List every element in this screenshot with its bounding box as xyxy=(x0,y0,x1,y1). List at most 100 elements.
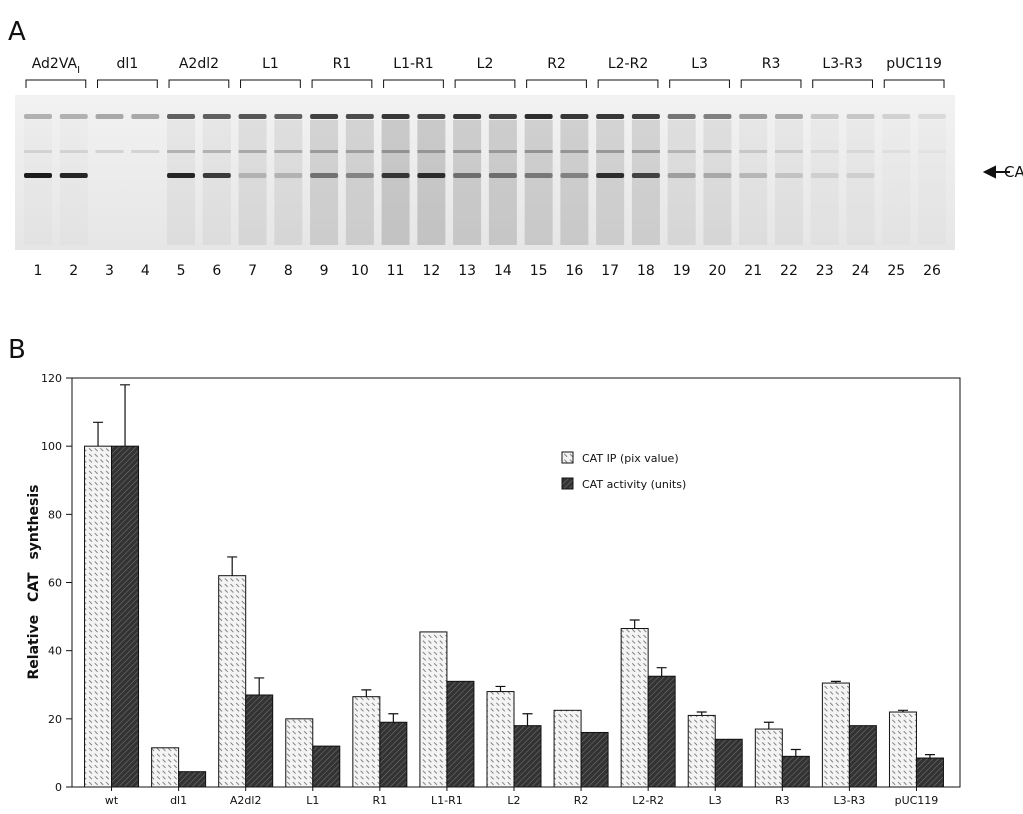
lane-number: 21 xyxy=(744,263,762,279)
gel-band xyxy=(596,173,624,178)
bracket xyxy=(813,80,873,88)
lane-number: 17 xyxy=(601,263,619,279)
gel-band xyxy=(882,114,910,119)
gel-band xyxy=(167,114,195,119)
lane-group-label: L3 xyxy=(691,56,708,72)
lane-group-label: dl1 xyxy=(117,56,139,72)
lane-group-label: A2dl2 xyxy=(179,56,219,72)
gel-band xyxy=(274,150,302,153)
lane-number: 12 xyxy=(422,263,440,279)
lane-number: 4 xyxy=(141,263,150,279)
gel-band xyxy=(417,150,445,153)
gel-band xyxy=(632,150,660,153)
gel-band xyxy=(203,173,231,178)
gel-band xyxy=(453,150,481,153)
gel-band xyxy=(310,173,338,178)
gel-band xyxy=(382,114,410,119)
gel-band xyxy=(811,173,839,178)
bracket xyxy=(384,80,444,88)
bar xyxy=(755,729,782,787)
gel-band xyxy=(131,150,159,153)
x-tick-label: pUC119 xyxy=(895,794,939,807)
gel-smear xyxy=(382,120,410,245)
bar xyxy=(246,695,273,787)
gel-smear xyxy=(525,120,553,245)
gel-band xyxy=(596,114,624,119)
gel-band xyxy=(668,173,696,178)
error-bar xyxy=(697,712,707,715)
gel-smear xyxy=(846,120,874,245)
gel-smear xyxy=(167,120,195,245)
error-bar xyxy=(657,668,667,677)
gel-smear xyxy=(453,120,481,245)
lane-number: 7 xyxy=(248,263,257,279)
lane-number: 16 xyxy=(565,263,583,279)
error-bar xyxy=(791,750,801,757)
lane-number: 15 xyxy=(530,263,548,279)
y-tick-label: 40 xyxy=(48,645,62,658)
gel-smear xyxy=(417,120,445,245)
bar xyxy=(286,719,313,787)
gel-band xyxy=(489,150,517,153)
lane-group-label: L2 xyxy=(477,56,494,72)
gel-band xyxy=(203,150,231,153)
y-tick-label: 80 xyxy=(48,508,62,521)
x-tick-label: R1 xyxy=(373,794,388,807)
lane-number: 22 xyxy=(780,263,798,279)
lane-number: 25 xyxy=(887,263,905,279)
lane-group-label: Ad2VAI xyxy=(32,56,80,76)
bar xyxy=(313,746,340,787)
gel-band xyxy=(60,150,88,153)
bar xyxy=(916,758,943,787)
label-text: L2 xyxy=(477,56,494,72)
gel-band xyxy=(846,114,874,119)
gel-band xyxy=(560,114,588,119)
gel-smear xyxy=(668,120,696,245)
gel-band xyxy=(382,173,410,178)
lane-group-label: R1 xyxy=(333,56,352,72)
gel-band xyxy=(489,114,517,119)
y-tick-label: 100 xyxy=(41,440,62,453)
gel-smear xyxy=(239,120,267,245)
label-text: L1 xyxy=(262,56,279,72)
label-text: R1 xyxy=(333,56,352,72)
error-bar xyxy=(496,686,506,691)
x-tick-label: L3-R3 xyxy=(834,794,866,807)
gel-smear xyxy=(632,120,660,245)
gel-band xyxy=(96,114,124,119)
lane-number: 18 xyxy=(637,263,655,279)
gel-band xyxy=(525,150,553,153)
bar xyxy=(889,712,916,787)
lane-number: 20 xyxy=(709,263,727,279)
bracket xyxy=(527,80,587,88)
lane-number: 8 xyxy=(284,263,293,279)
gel-band xyxy=(668,150,696,153)
gel-band xyxy=(60,114,88,119)
bracket xyxy=(598,80,658,88)
gel-band xyxy=(775,150,803,153)
marker-label: CAT xyxy=(1004,163,1023,181)
lane-number: 9 xyxy=(320,263,329,279)
gel-band xyxy=(525,114,553,119)
bracket xyxy=(455,80,515,88)
gel-band xyxy=(703,150,731,153)
lane-group-label: L1-R1 xyxy=(393,56,433,72)
gel-band xyxy=(382,150,410,153)
gel-smear xyxy=(918,120,946,245)
gel-band xyxy=(346,150,374,153)
gel-smear xyxy=(346,120,374,245)
gel-band xyxy=(668,114,696,119)
x-tick-label: R3 xyxy=(775,794,790,807)
gel-band xyxy=(346,173,374,178)
bar xyxy=(782,756,809,787)
lane-group-label: R2 xyxy=(547,56,566,72)
x-tick-label: L1 xyxy=(306,794,319,807)
label-text: R2 xyxy=(547,56,566,72)
gel-band xyxy=(453,114,481,119)
y-tick-label: 20 xyxy=(48,713,62,726)
label-text: R3 xyxy=(762,56,781,72)
gel-band xyxy=(525,173,553,178)
label-text: pUC119 xyxy=(886,56,942,72)
bracket xyxy=(741,80,801,88)
gel-band xyxy=(632,173,660,178)
